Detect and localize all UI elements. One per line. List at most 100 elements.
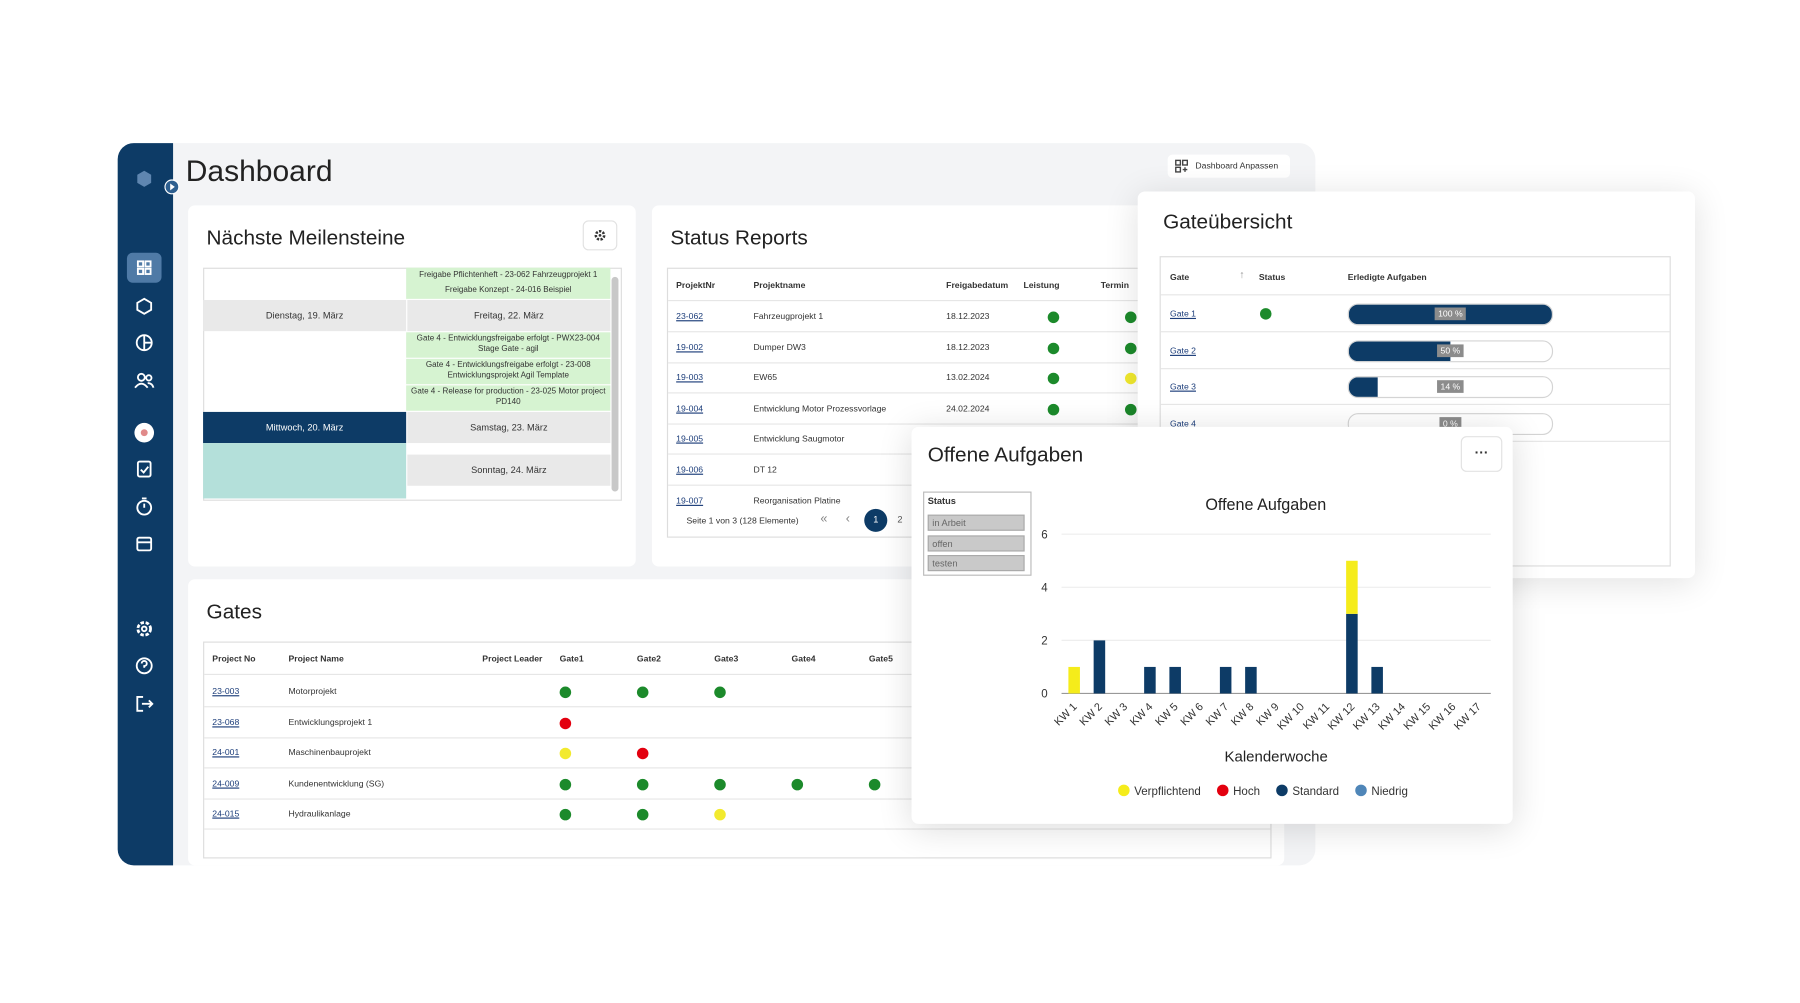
nav-icon: [140, 625, 148, 633]
nav-reports[interactable]: [136, 460, 152, 478]
bar-segment: [1093, 640, 1106, 694]
page-button[interactable]: 2: [897, 514, 903, 525]
row-divider: [1160, 331, 1670, 333]
nav-dashboard-active[interactable]: [126, 252, 162, 283]
legend-swatch: [1355, 784, 1367, 797]
project-link[interactable]: 23-003: [212, 685, 240, 697]
page-button[interactable]: 1: [864, 508, 888, 532]
project-link[interactable]: 24-001: [212, 747, 240, 758]
row-divider: [204, 673, 1271, 675]
milestones-settings[interactable]: [582, 220, 618, 251]
status-dot: [1259, 308, 1272, 320]
column-header: Leistung: [1023, 279, 1060, 291]
project-link[interactable]: 19-003: [676, 372, 704, 383]
calendar-day[interactable]: Samstag, 23. März: [407, 411, 611, 444]
row-divider: [668, 331, 1161, 333]
status-dot: [791, 778, 804, 790]
nav-calendar[interactable]: [136, 536, 153, 552]
x-axis-title: Kalenderwoche: [1225, 749, 1328, 766]
project-link[interactable]: 23-062: [676, 310, 704, 322]
x-tick-label: KW 2: [1078, 701, 1105, 728]
project-link[interactable]: 19-004: [676, 403, 704, 414]
milestone-entry[interactable]: Gate 4 - Release for production - 23-025…: [406, 385, 611, 411]
legend-swatch: [1216, 784, 1229, 797]
row-divider: [204, 797, 1271, 800]
progress-label: 0 %: [1439, 416, 1462, 430]
nav-icon: [134, 382, 149, 389]
filter-option[interactable]: testen: [927, 554, 1025, 572]
status-dot: [1047, 403, 1060, 416]
gate-link[interactable]: Gate 4: [1169, 418, 1196, 429]
filter-option[interactable]: in Arbeit: [927, 514, 1025, 531]
logo[interactable]: [137, 170, 152, 187]
filter-title: Status: [927, 496, 956, 507]
project-link[interactable]: 24-009: [212, 777, 240, 789]
project-link[interactable]: 24-015: [212, 808, 240, 819]
legend-item[interactable]: Standard: [1276, 784, 1339, 798]
status-dot: [1124, 311, 1137, 324]
status-dot: [636, 808, 649, 821]
nav-time[interactable]: [136, 499, 153, 516]
project-link[interactable]: 19-007: [676, 495, 704, 506]
milestone-entry[interactable]: Freigabe Konzept - 24-016 Beispiel: [444, 285, 572, 294]
legend-swatch: [1276, 784, 1288, 797]
legend-item[interactable]: Verpflichtend: [1118, 784, 1201, 798]
project-link[interactable]: 19-006: [676, 464, 704, 475]
milestone-entry[interactable]: Gate 4 - Entwicklungsfreigabe erfolgt - …: [406, 332, 611, 358]
calendar-day[interactable]: Freitag, 22. März: [407, 299, 611, 332]
milestone-entry[interactable]: Gate 4 - Entwicklungsfreigabe erfolgt - …: [406, 358, 611, 385]
row-divider: [668, 392, 1161, 394]
customize-button[interactable]: Dashboard Anpassen: [1167, 154, 1290, 178]
card-menu[interactable]: ···: [1460, 436, 1503, 472]
page-title: Dashboard: [185, 153, 333, 189]
column-header: Project Name: [288, 653, 344, 665]
nav-icon: [140, 466, 149, 474]
gate-link[interactable]: Gate 2: [1169, 345, 1196, 356]
y-tick-label: 0: [1041, 688, 1047, 700]
nav-projects[interactable]: [136, 297, 153, 315]
x-tick-label: KW 17: [1452, 701, 1484, 733]
nav-settings[interactable]: [136, 621, 152, 637]
nav-users[interactable]: [136, 372, 146, 382]
progress-fill: [1348, 377, 1378, 398]
status-dot: [636, 686, 649, 699]
status-dot: [1124, 372, 1137, 385]
status-dot: [636, 747, 649, 760]
legend-label: Verpflichtend: [1134, 786, 1201, 798]
x-tick-label: KW 16: [1427, 701, 1459, 733]
nav-logout[interactable]: [136, 695, 154, 712]
nav-help[interactable]: [135, 657, 153, 675]
avatar-mark: [140, 429, 148, 437]
x-tick-label: KW 1: [1052, 701, 1079, 728]
page-prev[interactable]: ‹: [845, 512, 851, 527]
filter-option[interactable]: offen: [927, 534, 1025, 551]
column-header: Termin: [1100, 279, 1129, 291]
y-tick-label: 4: [1041, 582, 1048, 594]
calendar-day[interactable]: Dienstag, 19. März: [203, 299, 407, 332]
y-tick-label: 6: [1041, 529, 1047, 541]
table-cell: Reorganisation Platine: [753, 495, 841, 506]
x-tick-label: KW 12: [1326, 701, 1358, 733]
calendar-day-selected[interactable]: Mittwoch, 20. März: [203, 411, 407, 444]
gate-link[interactable]: Gate 1: [1169, 308, 1196, 320]
scrollbar[interactable]: [611, 276, 619, 492]
status-dot: [1047, 342, 1060, 354]
project-link[interactable]: 19-002: [676, 341, 704, 353]
legend-item[interactable]: Hoch: [1216, 784, 1260, 798]
bar-segment: [1219, 666, 1232, 694]
row-divider: [204, 736, 1271, 738]
page-first[interactable]: «: [820, 512, 828, 527]
project-link[interactable]: 19-005: [676, 433, 704, 445]
card-title: Gates: [206, 599, 262, 624]
sort-indicator[interactable]: ↑: [1239, 268, 1245, 281]
calendar-day[interactable]: Sonntag, 24. März: [407, 454, 611, 486]
project-link[interactable]: 23-068: [212, 716, 240, 727]
legend-item[interactable]: Niedrig: [1355, 784, 1408, 798]
row-divider: [1160, 404, 1670, 406]
gate-link[interactable]: Gate 3: [1169, 381, 1196, 392]
milestone-entry[interactable]: Freigabe Pflichtenheft - 23-062 Fahrzeug…: [419, 270, 598, 279]
nav-icon: [136, 267, 144, 275]
table-cell: 24.02.2024: [946, 403, 990, 414]
status-dot: [559, 747, 572, 760]
